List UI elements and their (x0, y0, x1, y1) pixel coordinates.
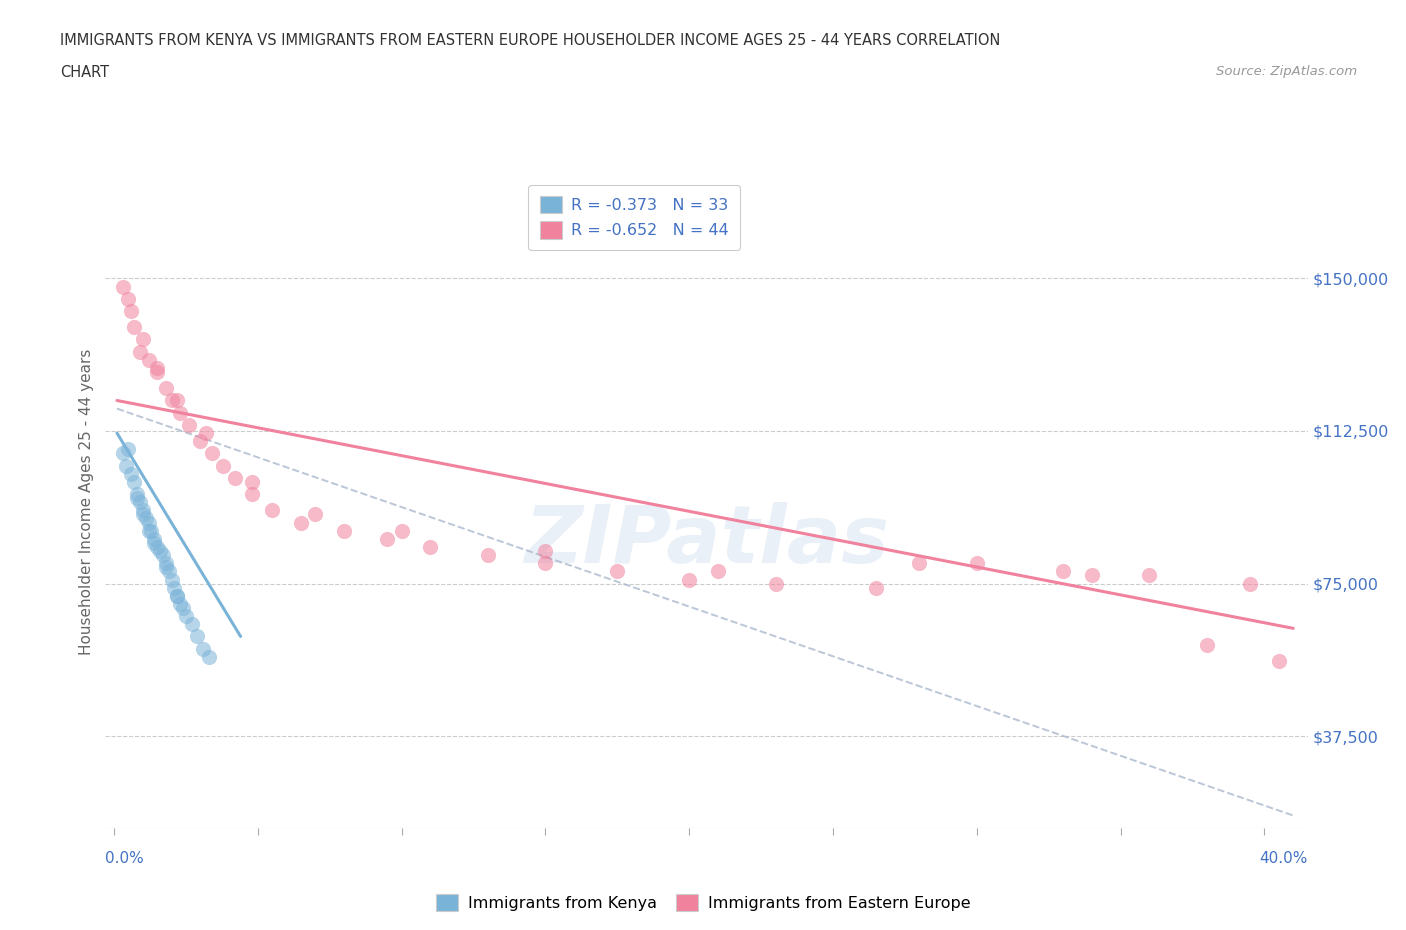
Point (166, 393, 188, 408)
Point (1081, 568, 1104, 583)
Point (177, 418, 200, 432)
Point (290, 515, 312, 530)
Point (146, 361, 169, 376)
Point (1139, 568, 1161, 583)
Point (1052, 564, 1074, 578)
Point (132, 507, 155, 522)
Point (534, 543, 557, 558)
Point (188, 433, 212, 448)
Text: 40.0%: 40.0% (1260, 851, 1308, 866)
Point (195, 426, 218, 441)
Point (146, 539, 169, 554)
Point (157, 564, 180, 578)
Point (117, 291, 139, 306)
Point (135, 512, 157, 526)
Point (908, 556, 931, 571)
Point (155, 556, 177, 571)
Point (262, 503, 284, 518)
Point (534, 556, 557, 571)
Point (155, 381, 177, 396)
Point (122, 474, 145, 489)
Point (111, 446, 134, 461)
Point (1268, 654, 1291, 669)
Point (132, 332, 155, 347)
Point (146, 365, 169, 379)
Point (419, 539, 441, 554)
Point (129, 495, 152, 510)
Point (120, 303, 142, 318)
Point (212, 458, 235, 473)
Point (149, 543, 172, 558)
Point (391, 524, 413, 538)
Point (143, 531, 166, 546)
Point (169, 596, 191, 611)
Point (163, 580, 186, 595)
Point (129, 344, 152, 359)
Text: 0.0%: 0.0% (105, 851, 145, 866)
Point (201, 446, 224, 461)
Point (1195, 637, 1218, 652)
Point (477, 548, 499, 563)
Text: IMMIGRANTS FROM KENYA VS IMMIGRANTS FROM EASTERN EUROPE HOUSEHOLDER INCOME AGES : IMMIGRANTS FROM KENYA VS IMMIGRANTS FROM… (60, 33, 1001, 47)
Point (707, 564, 730, 578)
Point (198, 649, 221, 664)
Point (678, 572, 700, 587)
Point (138, 352, 160, 367)
Point (143, 536, 166, 551)
Point (240, 486, 263, 501)
Point (172, 601, 194, 616)
Point (765, 577, 787, 591)
Point (174, 609, 197, 624)
Point (160, 393, 183, 408)
Point (127, 491, 149, 506)
Point (120, 466, 142, 481)
Legend: Immigrants from Kenya, Immigrants from Eastern Europe: Immigrants from Kenya, Immigrants from E… (429, 887, 977, 917)
Point (152, 548, 174, 563)
Text: ZIPatlas: ZIPatlas (524, 502, 889, 580)
Point (127, 486, 149, 501)
Point (180, 617, 202, 631)
Point (606, 564, 628, 578)
Point (865, 580, 887, 595)
Legend: R = -0.373   N = 33, R = -0.652   N = 44: R = -0.373 N = 33, R = -0.652 N = 44 (529, 185, 741, 250)
Point (193, 642, 215, 657)
Y-axis label: Householder Income Ages 25 - 44 years: Householder Income Ages 25 - 44 years (79, 349, 94, 656)
Point (117, 442, 139, 457)
Point (166, 589, 188, 604)
Point (138, 515, 160, 530)
Point (966, 556, 988, 571)
Point (132, 503, 155, 518)
Point (141, 524, 163, 538)
Point (375, 531, 398, 546)
Point (166, 589, 188, 604)
Point (114, 458, 136, 473)
Point (240, 474, 263, 489)
Point (111, 279, 134, 294)
Text: Source: ZipAtlas.com: Source: ZipAtlas.com (1216, 65, 1357, 78)
Point (155, 560, 177, 575)
Point (186, 629, 208, 644)
Point (224, 471, 246, 485)
Point (160, 572, 183, 587)
Point (138, 524, 160, 538)
Point (304, 507, 326, 522)
Point (1239, 577, 1261, 591)
Point (122, 320, 145, 335)
Text: CHART: CHART (60, 65, 110, 80)
Point (333, 524, 356, 538)
Point (169, 405, 191, 420)
